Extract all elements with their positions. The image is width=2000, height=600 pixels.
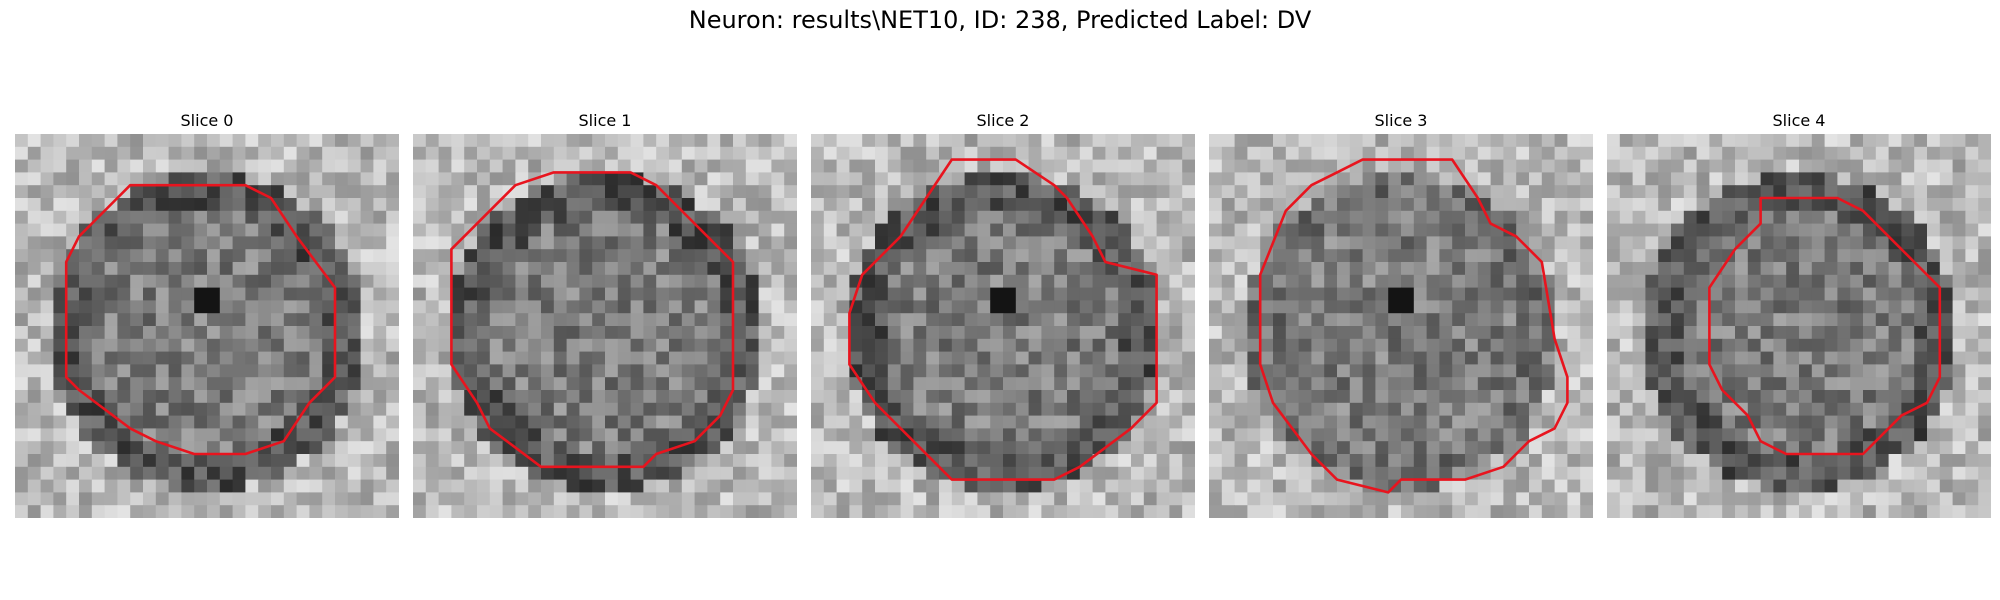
- panel-title: Slice 4: [1772, 111, 1826, 130]
- slice-image: [413, 134, 797, 518]
- slice-image: [1209, 134, 1593, 518]
- panel-title: Slice 3: [1374, 111, 1428, 130]
- roi-contour: [1708, 196, 1942, 456]
- figure-title: Neuron: results\NET10, ID: 238, Predicte…: [688, 6, 1312, 34]
- roi-contour: [64, 183, 337, 456]
- slice-image: [1607, 134, 1991, 518]
- panel-slice-4: Slice 4: [1607, 108, 1991, 518]
- panel-slice-1: Slice 1: [413, 108, 797, 518]
- roi-contour: [848, 158, 1158, 481]
- panel-slice-3: Slice 3: [1209, 108, 1593, 518]
- panel-title: Slice 0: [180, 111, 234, 130]
- roi-contour: [1258, 158, 1569, 494]
- slice-image: [811, 134, 1195, 518]
- panel-slice-0: Slice 0: [15, 108, 399, 518]
- roi-contour: [450, 171, 735, 469]
- panel-title: Slice 2: [976, 111, 1030, 130]
- slice-image: [15, 134, 399, 518]
- panel-slice-2: Slice 2: [811, 108, 1195, 518]
- panel-title: Slice 1: [578, 111, 632, 130]
